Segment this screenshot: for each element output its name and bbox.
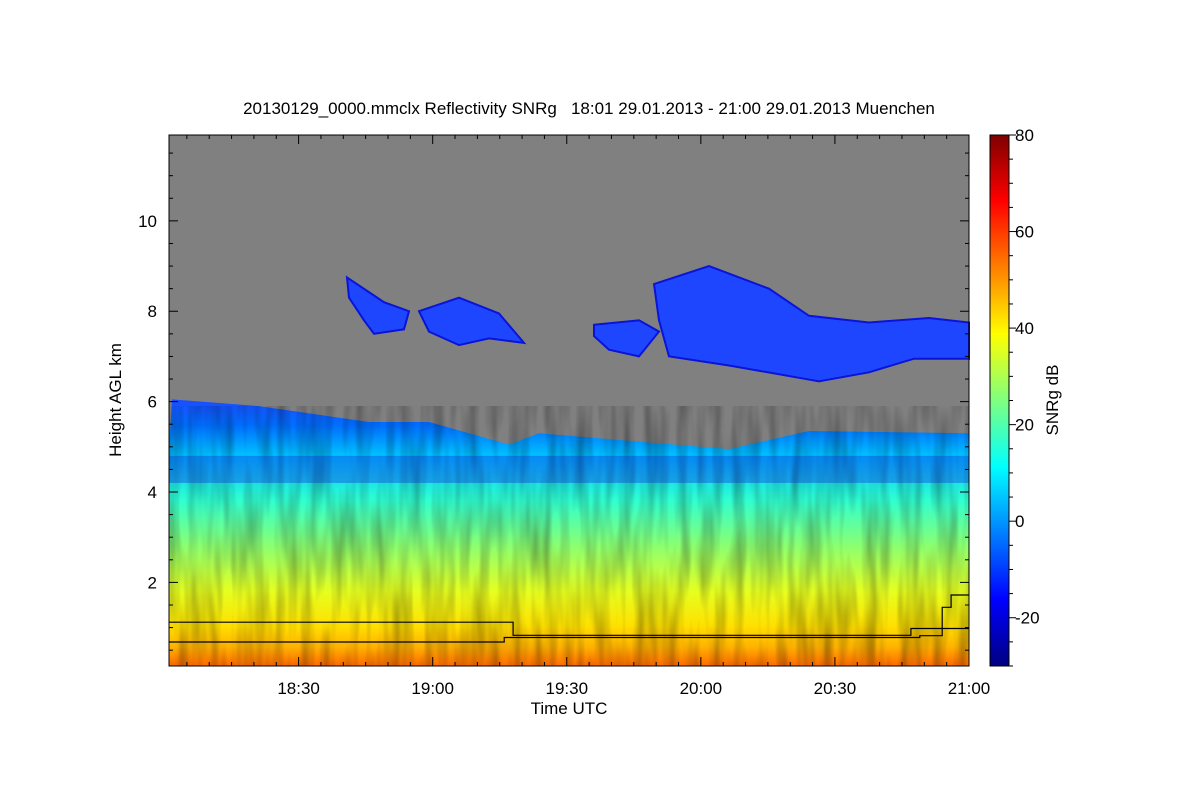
- x-tick-label: 20:00: [680, 679, 723, 698]
- x-axis: 18:30 19:00 19:30 20:00 20:30 21:00: [186, 135, 991, 698]
- boundary-line: [169, 621, 969, 636]
- y-tick-label: 10: [138, 212, 157, 231]
- plot-area: [168, 134, 970, 667]
- colorbar-tick-label: 20: [1015, 416, 1034, 435]
- fall-streaks: [169, 406, 969, 666]
- colorbar-label: SNRg dB: [1043, 365, 1062, 436]
- y-axis: 2 4 6 8 10: [138, 152, 969, 651]
- colorbar-tick-label: 60: [1015, 223, 1034, 242]
- y-tick-label: 8: [148, 302, 157, 321]
- x-tick-label: 21:00: [948, 679, 991, 698]
- colorbar-tick-label: 80: [1015, 126, 1034, 145]
- y-axis-label: Height AGL km: [106, 343, 125, 457]
- y-tick-label: 2: [148, 573, 157, 592]
- colorbar-axis: -20 0 20 40 60 80: [1009, 126, 1040, 667]
- chart-title: 20130129_0000.mmclx Reflectivity SNRg 18…: [243, 99, 935, 118]
- boundary-lines: [169, 594, 969, 643]
- cloud-patch: [345, 275, 411, 335]
- x-tick-label: 20:30: [814, 679, 857, 698]
- x-tick-label: 19:00: [411, 679, 454, 698]
- y-tick-label: 6: [148, 393, 157, 412]
- plot-frame: [168, 134, 970, 667]
- x-tick-label: 19:30: [545, 679, 588, 698]
- colorbar-tick-label: 0: [1015, 512, 1024, 531]
- colorbar-tick-label: -20: [1015, 609, 1040, 628]
- x-axis-label: Time UTC: [531, 699, 608, 718]
- boundary-line: [169, 594, 969, 643]
- echo-layer: [169, 399, 969, 666]
- colorbar-gradient: [989, 134, 1010, 667]
- colorbar: -20 0 20 40 60 80 SNRg dB: [989, 126, 1062, 667]
- cloud-patch: [417, 296, 527, 347]
- cloud-patch: [593, 319, 661, 358]
- colorbar-tick-label: 40: [1015, 319, 1034, 338]
- dark-echo-band: [169, 455, 969, 483]
- y-tick-label: 4: [148, 483, 157, 502]
- x-tick-label: 18:30: [277, 679, 320, 698]
